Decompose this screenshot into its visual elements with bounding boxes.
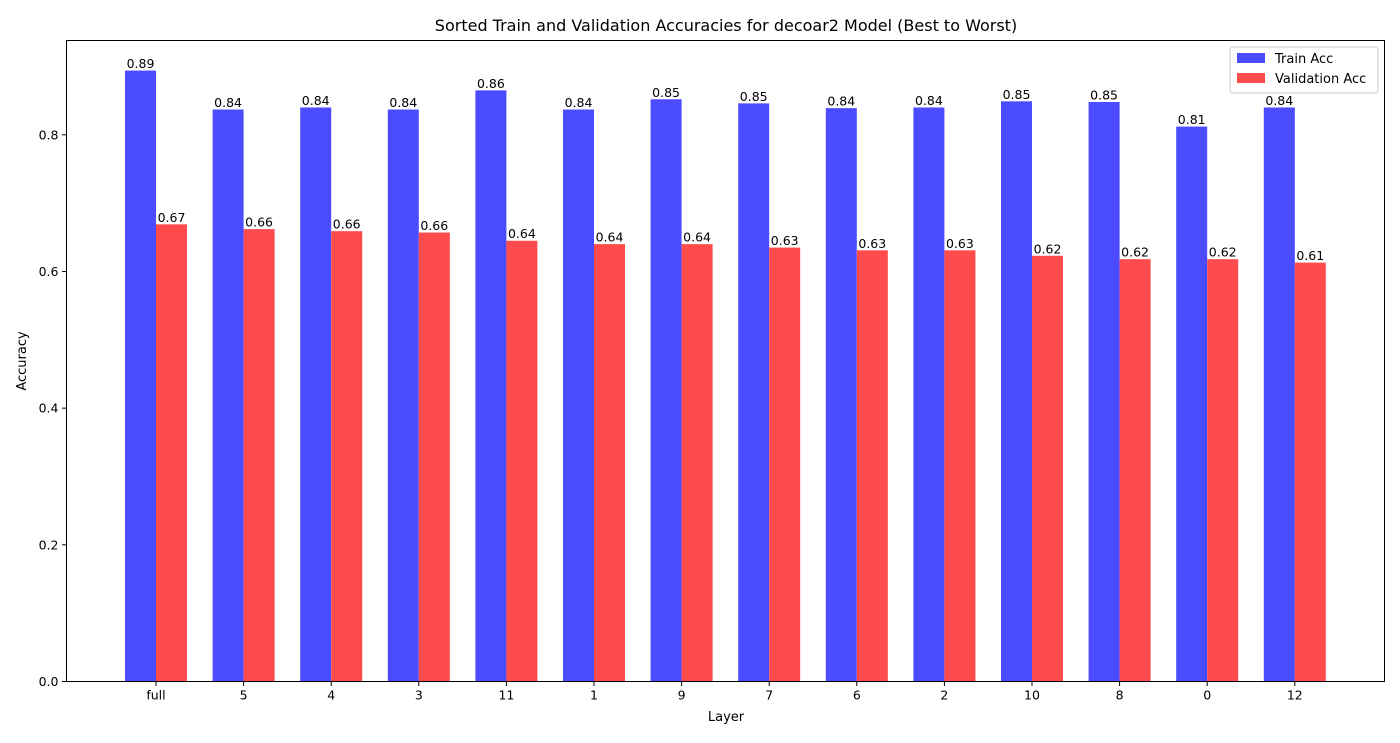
data-label-train-11: 0.86 — [477, 76, 505, 91]
bar-train-4 — [300, 107, 332, 682]
y-tick-label-1: 0.2 — [39, 537, 59, 552]
legend: Train Acc Validation Acc — [1229, 46, 1379, 94]
x-tick-label-6: 6 — [853, 688, 861, 703]
bar-validation-full — [156, 224, 187, 682]
data-label-train-12: 0.84 — [1265, 93, 1293, 108]
data-label-train-3: 0.84 — [389, 95, 417, 110]
legend-label-validation: Validation Acc — [1275, 72, 1366, 87]
data-label-validation-6: 0.63 — [858, 236, 886, 251]
bar-train-7 — [738, 103, 770, 682]
bar-validation-11 — [506, 240, 538, 682]
data-label-train-7: 0.85 — [740, 89, 768, 104]
data-label-validation-12: 0.61 — [1296, 248, 1324, 263]
data-label-validation-3: 0.66 — [420, 218, 448, 233]
bar-validation-3 — [418, 232, 450, 682]
bar-train-10 — [1001, 101, 1032, 682]
bar-train-3 — [387, 109, 419, 682]
bar-train-1 — [563, 109, 594, 682]
y-axis-label: Accuracy — [15, 331, 30, 391]
data-label-validation-1: 0.64 — [596, 230, 624, 245]
x-tick-label-5: 5 — [240, 688, 248, 703]
data-labels-group: 0.89 0.84 0.84 0.84 0.86 0.84 0.85 0.85 0.84 0.84… — [127, 56, 1325, 263]
bar-train-6 — [825, 108, 857, 682]
legend-swatch-train — [1237, 53, 1265, 63]
x-tick-label-3: 3 — [415, 688, 423, 703]
bar-train-12 — [1263, 107, 1295, 682]
legend-frame — [1229, 46, 1379, 94]
bar-train-5 — [212, 109, 244, 682]
x-tick-label-11: 11 — [498, 688, 514, 703]
bar-validation-5 — [243, 229, 275, 682]
bar-train-9 — [650, 99, 682, 682]
y-tick-label-0: 0.0 — [39, 674, 59, 689]
chart-title: Sorted Train and Validation Accuracies f… — [435, 16, 1017, 35]
data-label-validation-0: 0.62 — [1209, 245, 1237, 260]
data-label-validation-4: 0.66 — [333, 217, 361, 232]
bar-train-2 — [913, 107, 945, 682]
x-tick-label-8: 8 — [1116, 688, 1124, 703]
data-label-train-1: 0.84 — [565, 95, 593, 110]
x-tick-label-0: 0 — [1203, 688, 1211, 703]
x-tick-label-1: 1 — [590, 688, 598, 703]
data-label-validation-full: 0.67 — [158, 210, 186, 225]
x-tick-label-10: 10 — [1024, 688, 1040, 703]
data-label-validation-10: 0.62 — [1034, 241, 1062, 256]
data-label-validation-5: 0.66 — [245, 215, 273, 230]
data-label-train-5: 0.84 — [214, 95, 242, 110]
bar-validation-7 — [769, 247, 801, 682]
x-tick-label-2: 2 — [940, 688, 948, 703]
data-label-train-8: 0.85 — [1090, 88, 1118, 103]
data-label-train-4: 0.84 — [302, 93, 330, 108]
bar-validation-6 — [856, 250, 888, 682]
data-label-validation-11: 0.64 — [508, 226, 536, 241]
data-label-train-9: 0.85 — [652, 85, 680, 100]
y-tick-label-2: 0.4 — [39, 401, 59, 416]
data-label-train-0: 0.81 — [1178, 112, 1206, 127]
x-tick-label-9: 9 — [678, 688, 686, 703]
data-label-validation-2: 0.63 — [946, 236, 974, 251]
data-label-validation-9: 0.64 — [683, 230, 711, 245]
x-tick-label-7: 7 — [765, 688, 773, 703]
data-label-train-6: 0.84 — [827, 94, 855, 109]
legend-swatch-validation — [1237, 73, 1265, 83]
plot-area-frame — [66, 40, 1385, 682]
bar-train-11 — [475, 90, 507, 682]
bar-validation-1 — [594, 244, 625, 682]
data-label-train-full: 0.89 — [127, 56, 155, 71]
y-tick-label-3: 0.6 — [39, 264, 59, 279]
bar-validation-4 — [331, 231, 363, 682]
bar-train-8 — [1088, 102, 1120, 682]
bar-train-full — [125, 70, 156, 682]
bar-validation-0 — [1207, 259, 1239, 682]
data-label-train-2: 0.84 — [915, 93, 943, 108]
y-axis-ticks: 0.0 0.2 0.4 0.6 0.8 — [39, 127, 67, 689]
bar-validation-9 — [681, 244, 713, 682]
x-tick-label-full: full — [146, 688, 165, 703]
bars-group — [125, 70, 1326, 682]
data-label-train-10: 0.85 — [1003, 87, 1031, 102]
bar-train-0 — [1176, 126, 1208, 682]
x-tick-label-4: 4 — [327, 688, 335, 703]
data-label-validation-8: 0.62 — [1121, 245, 1149, 260]
x-tick-label-12: 12 — [1287, 688, 1303, 703]
bar-validation-10 — [1032, 255, 1063, 682]
x-axis-label: Layer — [708, 710, 745, 725]
x-axis-ticks: full 5 4 3 11 1 9 7 6 2 10 8 0 12 — [146, 681, 1303, 703]
legend-label-train: Train Acc — [1274, 52, 1333, 67]
y-tick-label-4: 0.8 — [39, 127, 59, 142]
bar-validation-2 — [944, 250, 976, 682]
bar-validation-8 — [1119, 259, 1151, 682]
bar-validation-12 — [1294, 262, 1326, 682]
data-label-validation-7: 0.63 — [771, 233, 799, 248]
